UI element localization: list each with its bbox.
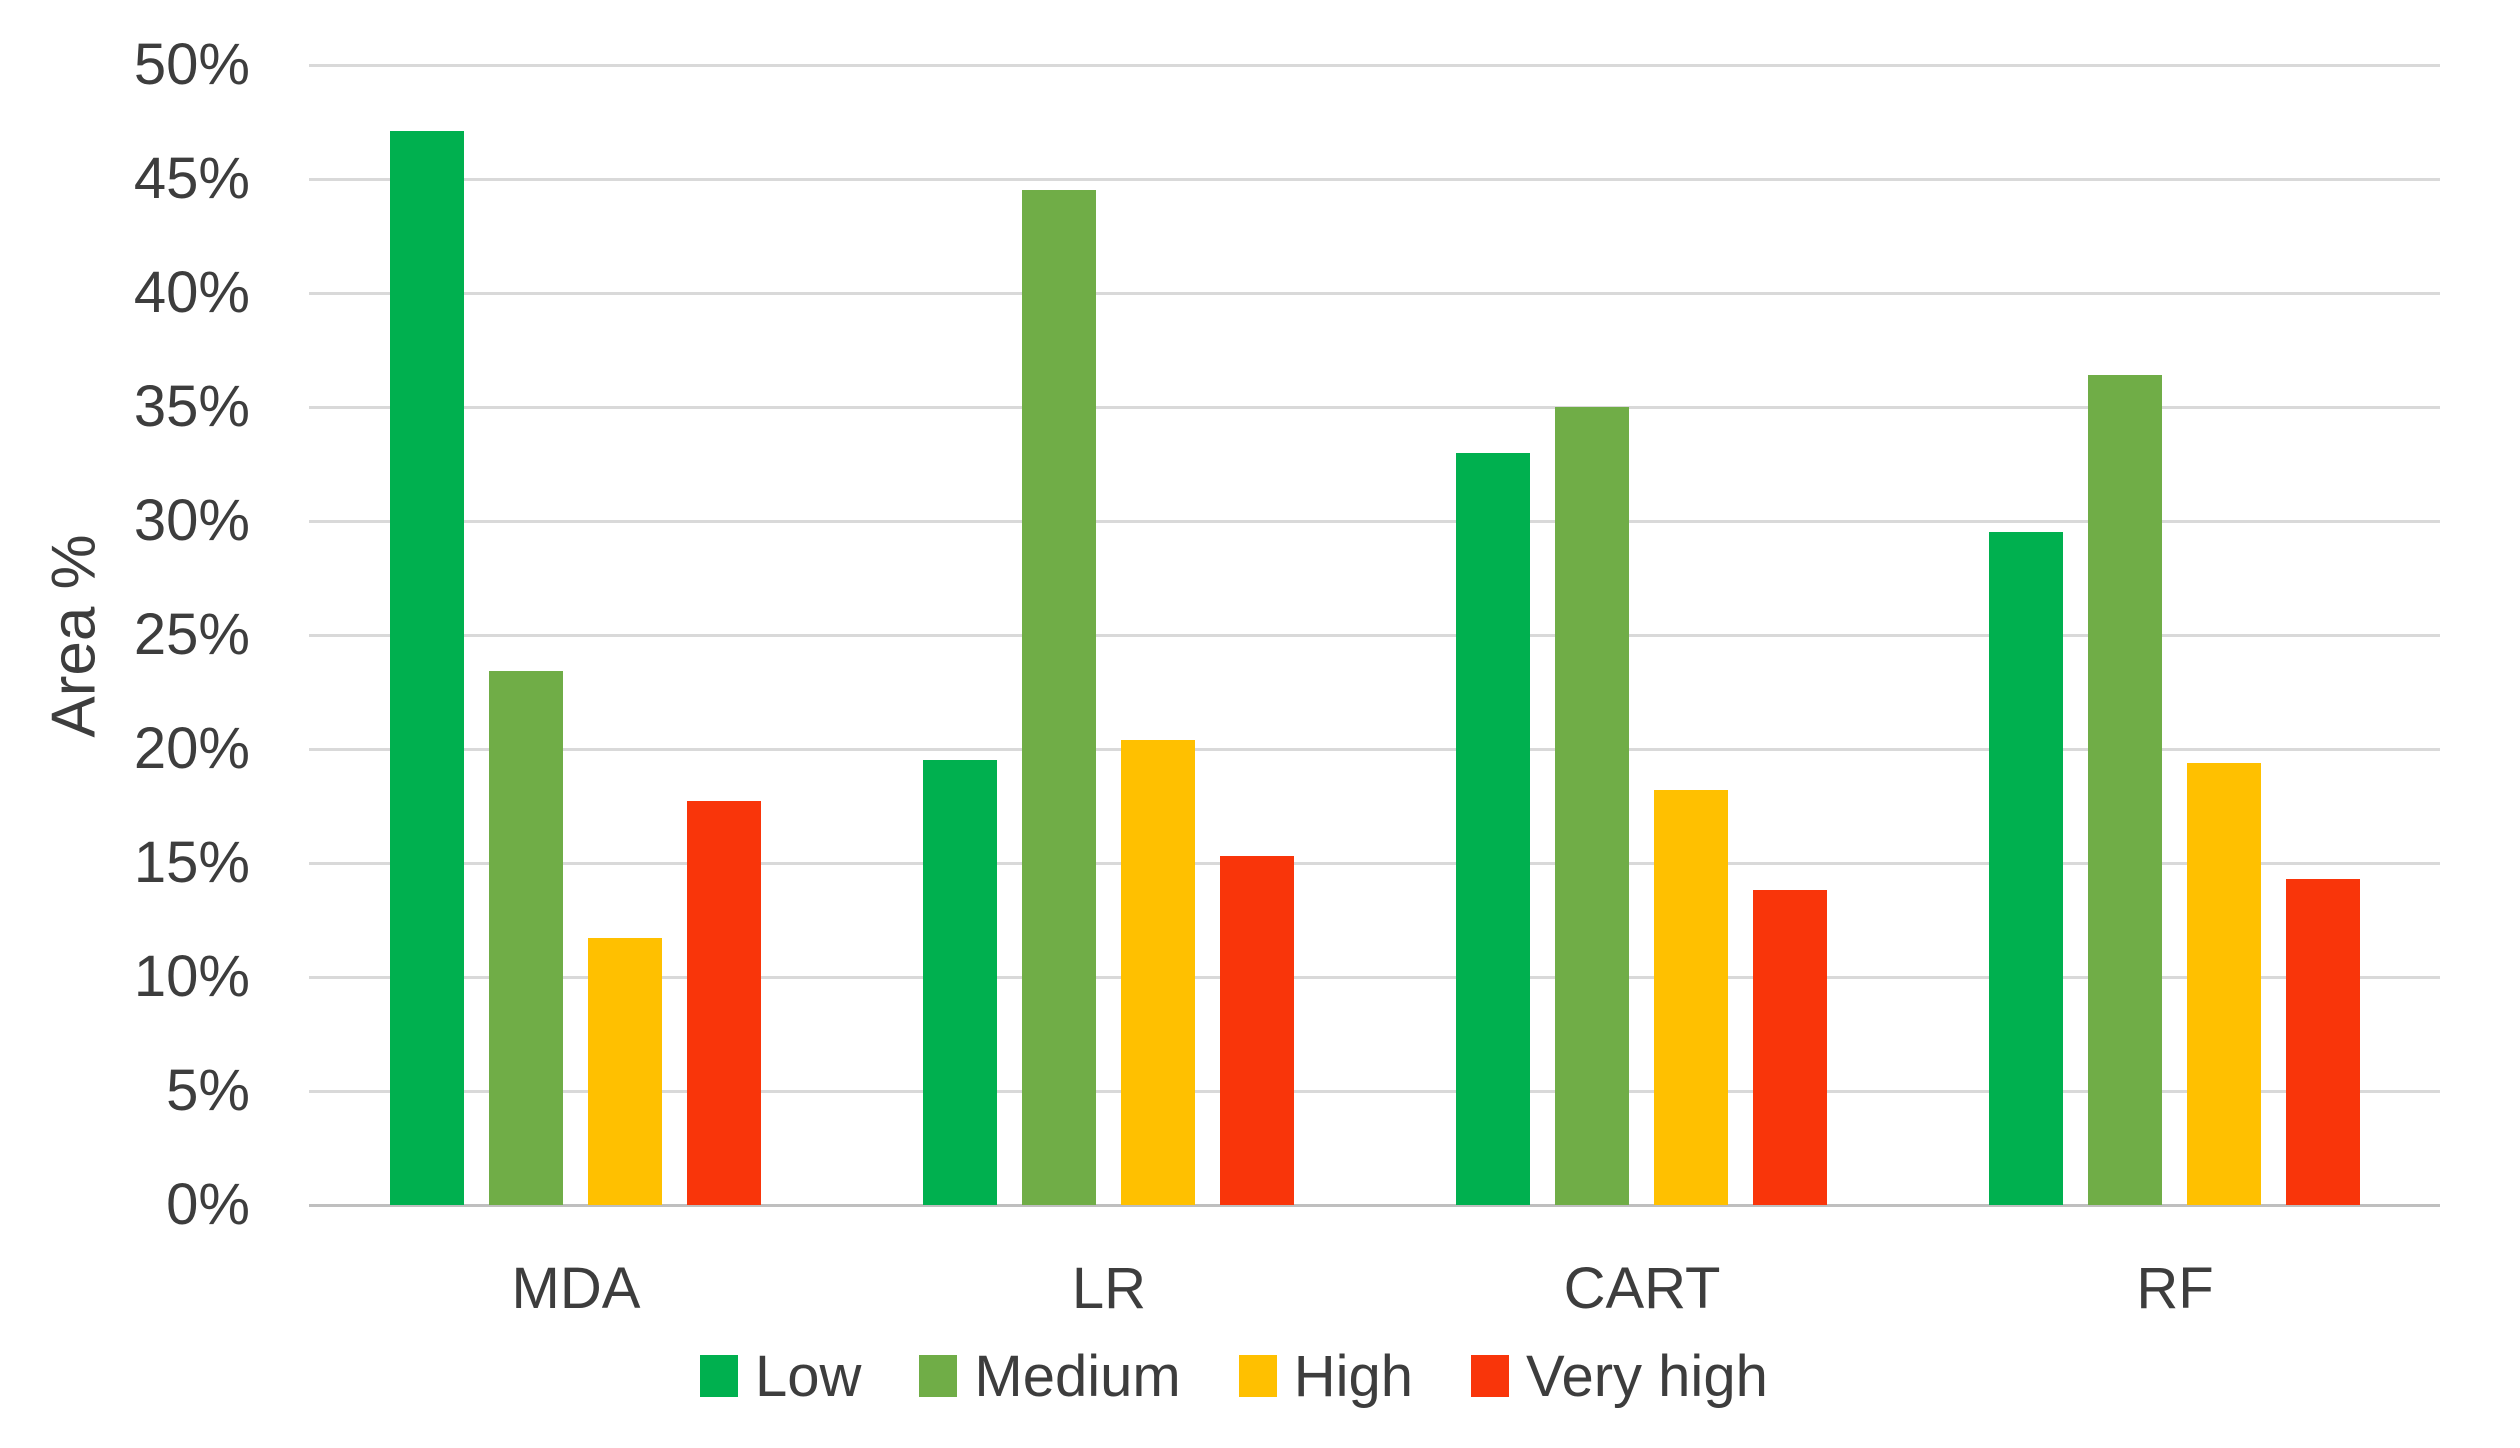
y-tick-label-45: 45% (133, 146, 250, 211)
y-tick-label-50: 50% (133, 32, 250, 97)
legend: Low Medium High Very high (700, 1343, 1768, 1410)
y-tick-label-5: 5% (166, 1058, 250, 1123)
x-category-label-lr: LR (1071, 1256, 1147, 1321)
x-category-label-rf: RF (2136, 1256, 2214, 1321)
gridline-35 (309, 406, 2440, 409)
bar-cart-very-high (1753, 890, 1827, 1205)
bar-mda-very-high (687, 801, 761, 1205)
bar-cart-high (1654, 790, 1728, 1205)
y-tick-label-0: 0% (166, 1172, 250, 1237)
x-category-label-mda: MDA (511, 1256, 641, 1321)
y-tick-label-15: 15% (133, 830, 250, 895)
legend-item-high: High (1238, 1343, 1413, 1410)
x-axis-line (309, 1204, 2440, 1207)
legend-label: Very high (1526, 1343, 1768, 1409)
bar-rf-high (2187, 763, 2261, 1205)
legend-item-medium: Medium (919, 1343, 1181, 1410)
bar-mda-low (390, 131, 464, 1205)
bar-cart-low (1456, 453, 1530, 1205)
legend-swatch-very-high (1471, 1355, 1509, 1397)
bar-cart-medium (1555, 407, 1629, 1205)
bar-mda-medium (489, 671, 563, 1205)
bar-lr-low (923, 760, 997, 1205)
plot-area (309, 64, 2440, 1207)
bar-rf-very-high (2286, 879, 2360, 1205)
y-tick-label-20: 20% (133, 716, 250, 781)
gridline-40 (309, 292, 2440, 295)
y-tick-label-25: 25% (133, 602, 250, 667)
legend-swatch-medium (919, 1355, 958, 1397)
legend-label: Low (755, 1343, 862, 1409)
gridline-5 (309, 1090, 2440, 1093)
legend-swatch-high (1238, 1355, 1277, 1397)
legend-swatch-low (700, 1355, 738, 1397)
gridline-20 (309, 748, 2440, 751)
legend-item-very-high: Very high (1471, 1343, 1768, 1410)
gridline-15 (309, 862, 2440, 865)
bar-mda-high (588, 938, 662, 1205)
legend-label: High (1293, 1343, 1413, 1409)
legend-label: Medium (974, 1343, 1181, 1409)
bar-lr-very-high (1220, 856, 1294, 1205)
bar-lr-medium (1022, 190, 1096, 1205)
bar-lr-high (1121, 740, 1195, 1205)
gridline-30 (309, 520, 2440, 523)
bar-rf-medium (2088, 375, 2162, 1205)
gridline-45 (309, 178, 2440, 181)
y-tick-label-30: 30% (133, 488, 250, 553)
legend-item-low: Low (700, 1343, 861, 1410)
y-tick-label-10: 10% (133, 944, 250, 1009)
y-tick-label-35: 35% (133, 374, 250, 439)
y-tick-label-40: 40% (133, 260, 250, 325)
gridline-25 (309, 634, 2440, 637)
gridline-50 (309, 64, 2440, 67)
x-category-label-cart: CART (1563, 1256, 1721, 1321)
gridline-10 (309, 976, 2440, 979)
bar-rf-low (1989, 532, 2063, 1205)
